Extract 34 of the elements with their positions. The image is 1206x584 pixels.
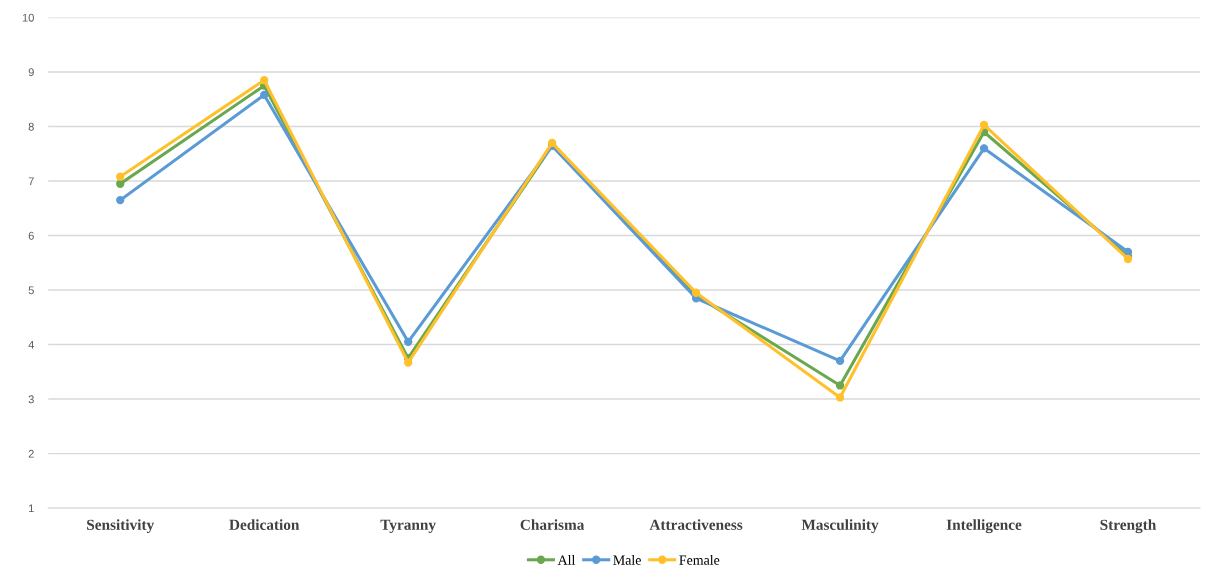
point: [835, 381, 845, 390]
x-tick-label: Masculinity: [801, 519, 879, 534]
x-tick-label: Strength: [1100, 519, 1157, 534]
y-tick-label: 3: [28, 395, 34, 404]
y-tick-label: 7: [28, 177, 34, 186]
x-tick-label: Sensitivity: [87, 519, 155, 534]
point: [116, 195, 125, 205]
x-tick-label: Charisma: [520, 519, 585, 530]
y-tick-label: 5: [28, 286, 34, 295]
point: [116, 179, 125, 188]
point: [403, 337, 413, 347]
y-tick-label: 2: [28, 449, 34, 458]
x-tick-label: Tyranny: [380, 519, 436, 534]
point: [979, 120, 989, 130]
y-tick-label: 1: [29, 504, 34, 513]
point: [835, 393, 845, 402]
point: [835, 356, 845, 366]
legend-label: All: [557, 555, 576, 565]
point: [260, 76, 269, 85]
y-tick-label: 6: [28, 231, 34, 240]
y-tick-label: 9: [28, 68, 34, 77]
legend-label: Female: [679, 555, 720, 565]
point: [260, 90, 269, 100]
x-tick-label: Intelligence: [946, 519, 1022, 534]
y-tick-label: 8: [28, 122, 34, 131]
point: [116, 172, 125, 181]
legend-label: Male: [613, 555, 641, 565]
x-tick-label: Attractiveness: [649, 519, 743, 530]
point: [1123, 247, 1133, 257]
y-tick-label: 10: [22, 13, 34, 22]
y-tick-label: 4: [28, 340, 35, 349]
point: [403, 358, 413, 367]
point: [979, 144, 989, 153]
x-tick-label: Dedication: [229, 519, 300, 530]
